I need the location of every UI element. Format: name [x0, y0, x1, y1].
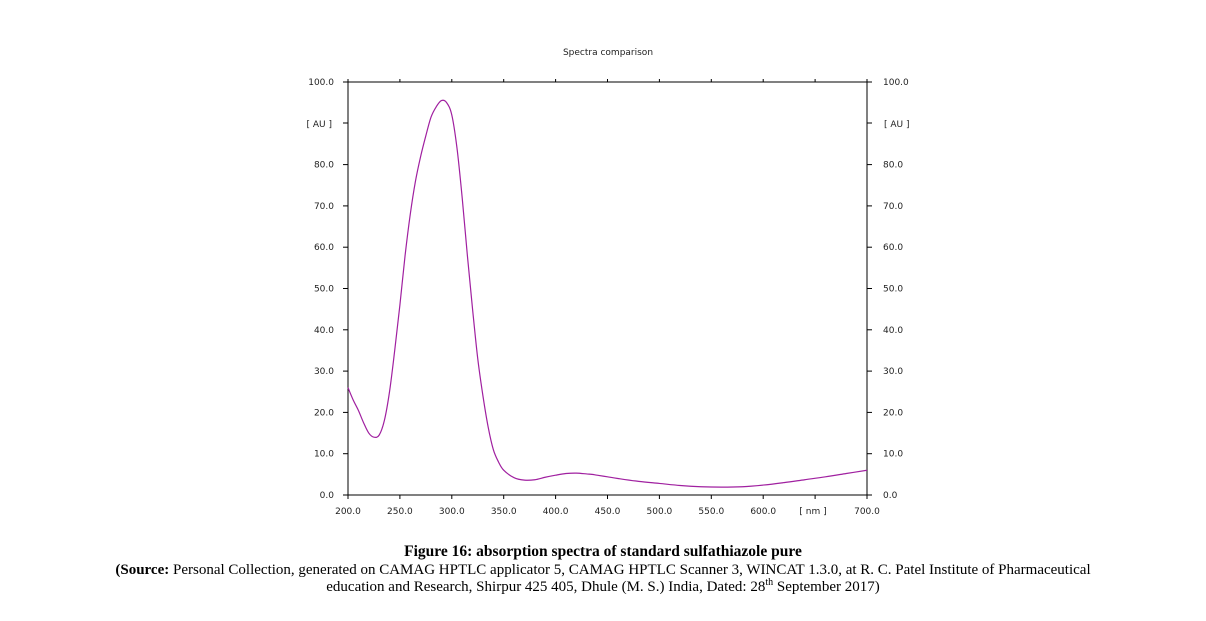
y-tick-label-left: 20.0: [314, 408, 334, 418]
y-tick-label-right: 10.0: [883, 450, 903, 460]
y-tick-label-left: 50.0: [314, 285, 334, 295]
source-text-line2b: September 2017): [773, 579, 880, 595]
y-unit-label-right: [ AU ]: [884, 120, 910, 130]
x-unit-label: [ nm ]: [799, 507, 826, 517]
y-tick-label-left: 40.0: [314, 326, 334, 336]
source-text-line1: Personal Collection, generated on CAMAG …: [169, 562, 1091, 578]
y-tick-label-right: 60.0: [883, 243, 903, 253]
y-tick-label-right: 70.0: [883, 202, 903, 212]
x-tick-label: 550.0: [698, 507, 724, 517]
spectra-chart: Spectra comparison 0.0 10.0 20.0 30.0 40.0 50…: [307, 48, 910, 517]
source-date-suffix: th: [765, 577, 774, 588]
y-tick-label-left: 10.0: [314, 450, 334, 460]
figure-caption-source: (Source: Personal Collection, generated …: [20, 562, 1186, 596]
y-tick-label-right: 100.0: [883, 78, 909, 88]
plot-frame: [347, 79, 868, 499]
x-tick-label: 300.0: [439, 507, 465, 517]
y-tick-label-right: 20.0: [883, 408, 903, 418]
source-text-line2a: education and Research, Shirpur 425 405,…: [326, 579, 766, 595]
x-tick-label: 700.0: [854, 507, 880, 517]
x-tick-label: 250.0: [387, 507, 413, 517]
x-tick-label: 500.0: [647, 507, 673, 517]
x-tick-label: 400.0: [543, 507, 569, 517]
y-tick-label-left: 80.0: [314, 161, 334, 171]
y-tick-label-right: 50.0: [883, 285, 903, 295]
source-label: (Source:: [115, 562, 170, 578]
chart-title: Spectra comparison: [563, 48, 653, 58]
y-unit-label-left: [ AU ]: [307, 120, 333, 130]
y-tick-label-left: 100.0: [308, 78, 334, 88]
y-axis-right: 0.0 10.0 20.0 30.0 40.0 50.0 60.0 70.0 80.0 100.0: [867, 78, 909, 501]
y-tick-label-left: 60.0: [314, 243, 334, 253]
x-tick-label: 600.0: [750, 507, 776, 517]
y-tick-label-left: 70.0: [314, 202, 334, 212]
y-tick-label-right: 80.0: [883, 161, 903, 171]
spectrum-line: [347, 99, 868, 488]
x-tick-label: 200.0: [335, 507, 361, 517]
x-tick-label: 450.0: [595, 507, 621, 517]
y-tick-label-left: 0.0: [320, 491, 335, 501]
figure-caption-title: Figure 16: absorption spectra of standar…: [404, 543, 802, 560]
y-tick-label-left: 30.0: [314, 367, 334, 377]
y-tick-label-right: 40.0: [883, 326, 903, 336]
x-axis: 200.0 250.0 300.0 350.0 400.0 450.0 500.0 550.0…: [335, 507, 880, 517]
y-tick-label-right: 0.0: [883, 491, 898, 501]
x-tick-label: 350.0: [491, 507, 517, 517]
y-axis-left: 0.0 10.0 20.0 30.0 40.0 50.0 60.0 70.0 80.0 100.0: [308, 78, 348, 501]
y-tick-label-right: 30.0: [883, 367, 903, 377]
